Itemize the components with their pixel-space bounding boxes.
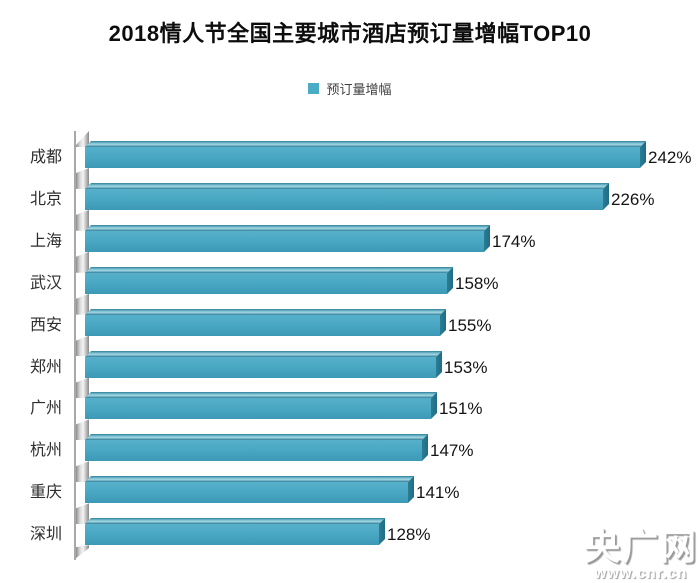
value-label: 158% [455,273,499,293]
bar [85,524,379,546]
bar [85,272,447,294]
value-label: 174% [492,231,536,251]
value-label: 242% [648,148,692,167]
value-label: 128% [387,525,431,545]
bar [85,147,640,168]
axis-wall-step [76,419,89,441]
category-label: 武汉 [29,274,62,292]
bar [85,230,484,252]
value-label: 147% [430,441,474,461]
category-label: 北京 [29,190,62,208]
bar-row: 西安 155% [0,314,700,336]
bar-row: 上海 174% [0,230,700,252]
legend-marker-icon [308,83,320,94]
chart-title: 2018情人节全国主要城市酒店预订量增幅TOP10 [108,21,592,46]
axis-wall-step [76,251,89,273]
bar-row: 武汉 158% [0,272,700,294]
bar-row: 深圳 128% [0,524,700,546]
category-axis-line [74,131,76,560]
legend-label: 预订量增幅 [326,82,392,97]
bar-row: 郑州 153% [0,356,700,378]
value-label: 141% [416,483,460,503]
bar [85,440,422,462]
category-label: 深圳 [29,526,62,544]
bar [85,356,436,378]
bar-row: 重庆 141% [0,482,700,504]
axis-wall-step [76,461,89,483]
category-label: 杭州 [29,442,62,460]
bar-row: 广州 151% [0,398,700,420]
axis-wall-step [76,168,89,189]
bar [85,314,440,336]
category-label: 广州 [29,400,62,418]
axis-wall-step [76,293,89,315]
axis-wall-step [76,545,89,558]
value-label: 153% [444,357,488,377]
watermark-brand: 央广网 [583,526,698,568]
plot-area: 成都 242% 北京 226% 上海 174% 武汉 158% 西安 155% … [0,120,700,583]
bar-row: 杭州 147% [0,440,700,462]
watermark-url: www.cnr.cn [594,565,688,582]
axis-wall-step [76,377,89,399]
bar [85,398,431,420]
bar [85,188,603,210]
category-label: 郑州 [29,358,62,376]
bar-row: 成都 242% [0,147,700,168]
bar [85,482,408,504]
bar-row: 北京 226% [0,188,700,210]
category-label: 重庆 [29,484,62,502]
value-label: 155% [448,315,492,335]
value-label: 151% [439,399,483,419]
category-label: 西安 [29,316,62,334]
value-label: 226% [611,189,655,209]
category-label: 成都 [29,149,62,166]
axis-wall-step [76,503,89,525]
watermark: 央广网 www.cnr.cn [584,528,698,582]
legend: 预订量增幅 [0,79,700,98]
axis-wall-step [76,209,89,231]
category-label: 上海 [29,232,62,250]
axis-wall-step [76,335,89,357]
